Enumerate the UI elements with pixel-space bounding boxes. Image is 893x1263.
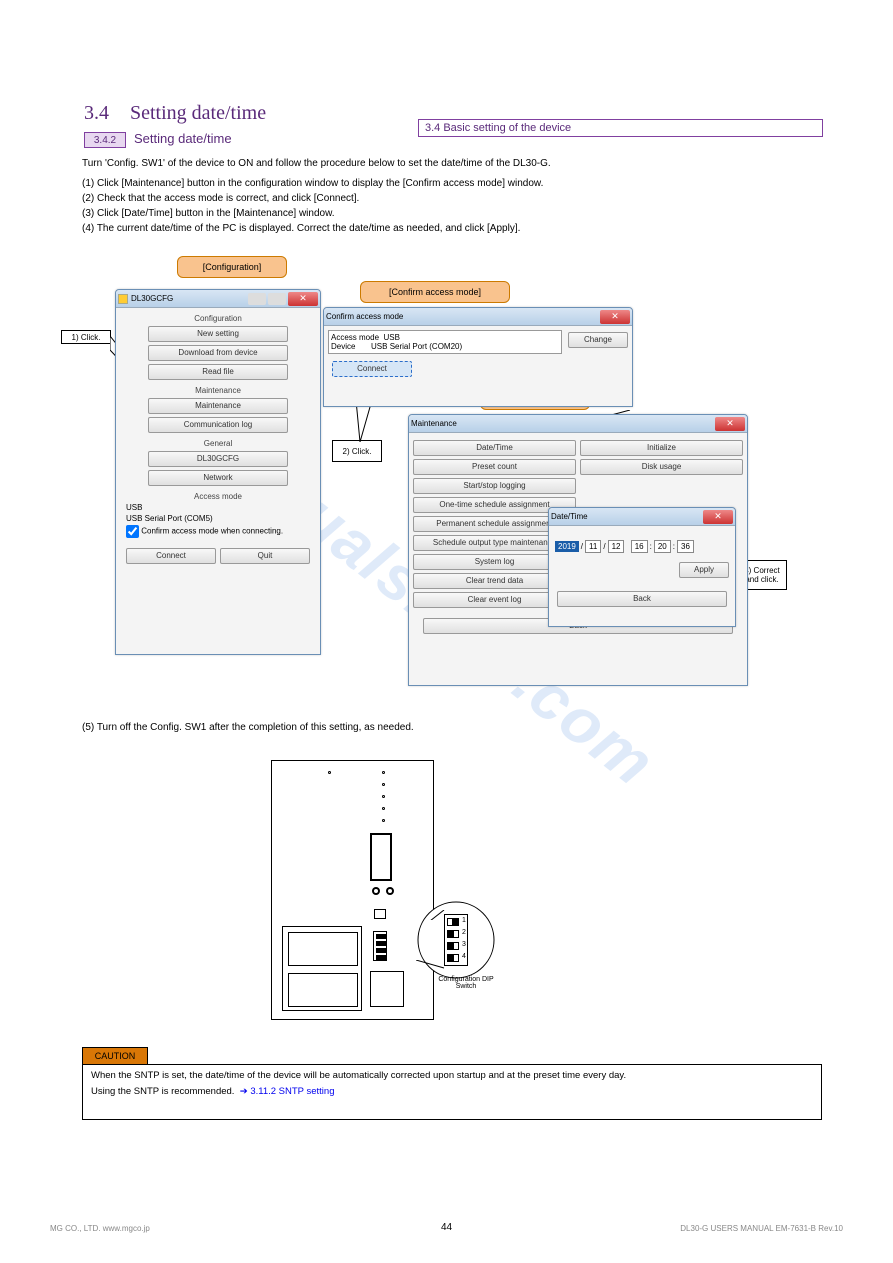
- callout-click-1: 1) Click.: [61, 330, 111, 344]
- accessmode-section-label: Access mode: [116, 492, 320, 501]
- connector-block: [282, 926, 362, 1011]
- connector: [288, 932, 358, 966]
- caution-box: CAUTION When the SNTP is set, the date/t…: [82, 1064, 822, 1120]
- chapter-title: Setting date/time: [130, 102, 266, 125]
- label-device: Device: [331, 342, 355, 351]
- led: [382, 819, 385, 822]
- connector: [288, 973, 358, 1007]
- close-icon[interactable]: ✕: [600, 310, 630, 324]
- dip-large: 1 2 3 4: [444, 914, 468, 966]
- section-number: 3.4.2: [84, 132, 126, 148]
- dt-month[interactable]: 11: [585, 540, 601, 553]
- hardware-front: [271, 760, 434, 1020]
- intro-text: Turn 'Config. SW1' of the device to ON a…: [82, 158, 551, 169]
- maintenance-button[interactable]: Maintenance: [148, 398, 288, 414]
- led: [382, 783, 385, 786]
- maint-preset-button[interactable]: Preset count: [413, 459, 576, 475]
- caution-text-1: When the SNTP is set, the date/time of t…: [83, 1065, 821, 1086]
- general-section-label: General: [116, 439, 320, 448]
- section-text: Setting date/time: [134, 131, 232, 146]
- sw-1: 1: [462, 917, 466, 924]
- led: [328, 771, 331, 774]
- led: [382, 807, 385, 810]
- dip-caption: Configuration DIP Switch: [436, 976, 496, 990]
- config-icon: [118, 294, 128, 304]
- caution-label: CAUTION: [82, 1047, 148, 1065]
- usb-port: [374, 909, 386, 919]
- close-icon[interactable]: ✕: [703, 510, 733, 524]
- close-icon[interactable]: ✕: [715, 417, 745, 431]
- minimize-icon[interactable]: [248, 293, 266, 305]
- port-circle: [372, 887, 380, 895]
- confirm-label: Confirm access mode when connecting.: [141, 527, 283, 536]
- card-slot: [370, 833, 392, 881]
- config-titlebar: DL30GCFG ✕: [116, 290, 320, 308]
- val-device: USB Serial Port (COM20): [371, 342, 462, 351]
- download-button[interactable]: Download from device: [148, 345, 288, 361]
- connect-button[interactable]: Connect: [126, 548, 216, 564]
- dt-hour[interactable]: 16: [631, 540, 648, 553]
- maint-initialize-button[interactable]: Initialize: [580, 440, 743, 456]
- access-line2: USB Serial Port (COM5): [116, 514, 320, 523]
- label-mode: Access mode: [331, 333, 379, 342]
- access-line1: USB: [116, 501, 320, 514]
- footer-doc: DL30-G USERS MANUAL EM-7631-B Rev.10: [680, 1224, 843, 1233]
- connect-button-access[interactable]: Connect: [332, 361, 412, 377]
- sw-3: 3: [462, 941, 466, 948]
- maint-titlebar: Maintenance ✕: [409, 415, 747, 433]
- callout-configuration: [Configuration]: [177, 256, 287, 278]
- close-icon[interactable]: ✕: [288, 292, 318, 306]
- access-title: Confirm access mode: [326, 312, 403, 321]
- commlog-button[interactable]: Communication log: [148, 417, 288, 433]
- maint-datetime-button[interactable]: Date/Time: [413, 440, 576, 456]
- apply-button[interactable]: Apply: [679, 562, 729, 578]
- new-setting-button[interactable]: New setting: [148, 326, 288, 342]
- callout-access-mode: [Confirm access mode]: [360, 281, 510, 303]
- dt-back-button[interactable]: Back: [557, 591, 727, 607]
- footer-ref: MG CO., LTD. www.mgco.jp: [50, 1224, 150, 1233]
- sw-4: 4: [462, 953, 466, 960]
- page-number: 44: [441, 1222, 452, 1233]
- val-mode: USB: [383, 333, 399, 342]
- step-4: (4) The current date/time of the PC is d…: [82, 223, 520, 234]
- dl30gcfg-button[interactable]: DL30GCFG: [148, 451, 288, 467]
- datetime-window: Date/Time ✕ 2019/ 11/ 12 16: 20: 36 Appl…: [548, 507, 736, 627]
- maint-disk-button[interactable]: Disk usage: [580, 459, 743, 475]
- maint-logging-button[interactable]: Start/stop logging: [413, 478, 576, 494]
- dt-titlebar: Date/Time ✕: [549, 508, 735, 526]
- maximize-icon[interactable]: [268, 293, 286, 305]
- network-button[interactable]: Network: [148, 470, 288, 486]
- step-3: (3) Click [Date/Time] button in the [Mai…: [82, 208, 335, 219]
- step-1: (1) Click [Maintenance] button in the co…: [82, 178, 543, 189]
- caution-text-2: Using the SNTP is recommended.: [91, 1086, 234, 1097]
- port-circle: [386, 887, 394, 895]
- change-button[interactable]: Change: [568, 332, 628, 348]
- dt-title: Date/Time: [551, 512, 588, 521]
- access-titlebar: Confirm access mode ✕: [324, 308, 632, 326]
- breadcrumb: 3.4 Basic setting of the device: [418, 119, 823, 137]
- sw-2: 2: [462, 929, 466, 936]
- access-mode-window: Confirm access mode ✕ Access mode USB De…: [323, 307, 633, 407]
- quit-button[interactable]: Quit: [220, 548, 310, 564]
- dt-day[interactable]: 12: [608, 540, 625, 553]
- maintenance-section-label: Maintenance: [116, 386, 320, 395]
- rj45: [370, 971, 404, 1007]
- dt-year[interactable]: 2019: [555, 541, 579, 552]
- configuration-window: DL30GCFG ✕ Configuration New setting Dow…: [115, 289, 321, 655]
- read-file-button[interactable]: Read file: [148, 364, 288, 380]
- maint-title: Maintenance: [411, 419, 457, 428]
- step-5: (5) Turn off the Config. SW1 after the c…: [82, 722, 414, 733]
- led: [382, 771, 385, 774]
- dt-sec[interactable]: 36: [677, 540, 694, 553]
- chapter-number: 3.4: [84, 102, 109, 125]
- step-2: (2) Check that the access mode is correc…: [82, 193, 359, 204]
- caution-xref[interactable]: ➔ 3.11.2 SNTP setting: [240, 1086, 335, 1097]
- config-section-label: Configuration: [116, 314, 320, 323]
- confirm-checkbox[interactable]: [126, 525, 139, 538]
- dip-switch: [373, 931, 387, 961]
- config-title: DL30GCFG: [131, 294, 173, 303]
- callout-click-2: 2) Click.: [332, 440, 382, 462]
- led: [382, 795, 385, 798]
- dt-min[interactable]: 20: [654, 540, 671, 553]
